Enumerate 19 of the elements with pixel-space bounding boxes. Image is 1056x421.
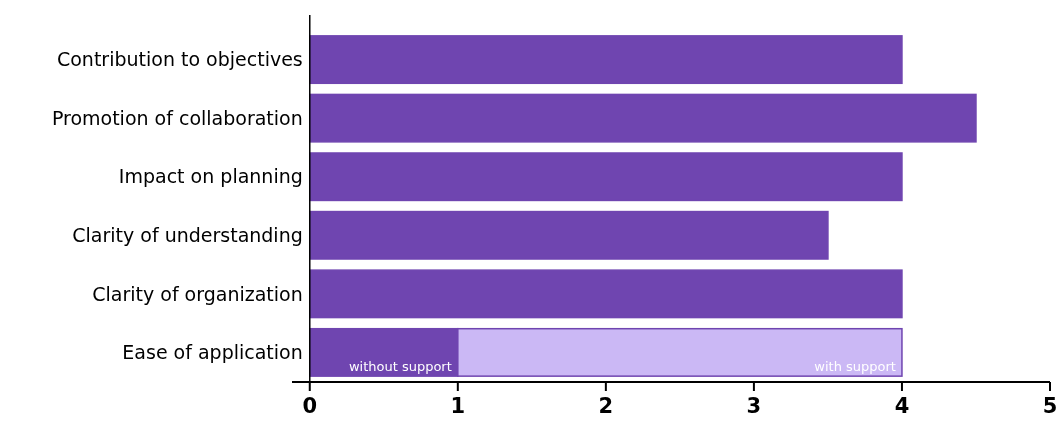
x-tick-label: 5 [1042,394,1056,418]
y-tick-label: Clarity of organization [92,282,303,305]
bar [309,35,903,85]
series-label: with support [814,359,896,375]
y-tick-label: Contribution to objectives [56,48,303,71]
x-tick-label: 3 [746,394,762,418]
y-tick-label: Promotion of collaboration [51,106,303,129]
bar [309,269,903,319]
x-tick-label: 1 [450,394,466,418]
y-tick-label: Impact on planning [118,165,303,188]
x-tick-label: 2 [598,394,614,418]
bar [309,93,977,143]
x-tick-label: 0 [302,394,318,418]
bar [309,152,903,202]
x-tick-label: 4 [894,394,910,418]
y-tick-label: Clarity of understanding [72,223,303,246]
series-label: without support [348,359,452,375]
y-tick-label: Ease of application [122,341,303,364]
bar [309,210,829,260]
